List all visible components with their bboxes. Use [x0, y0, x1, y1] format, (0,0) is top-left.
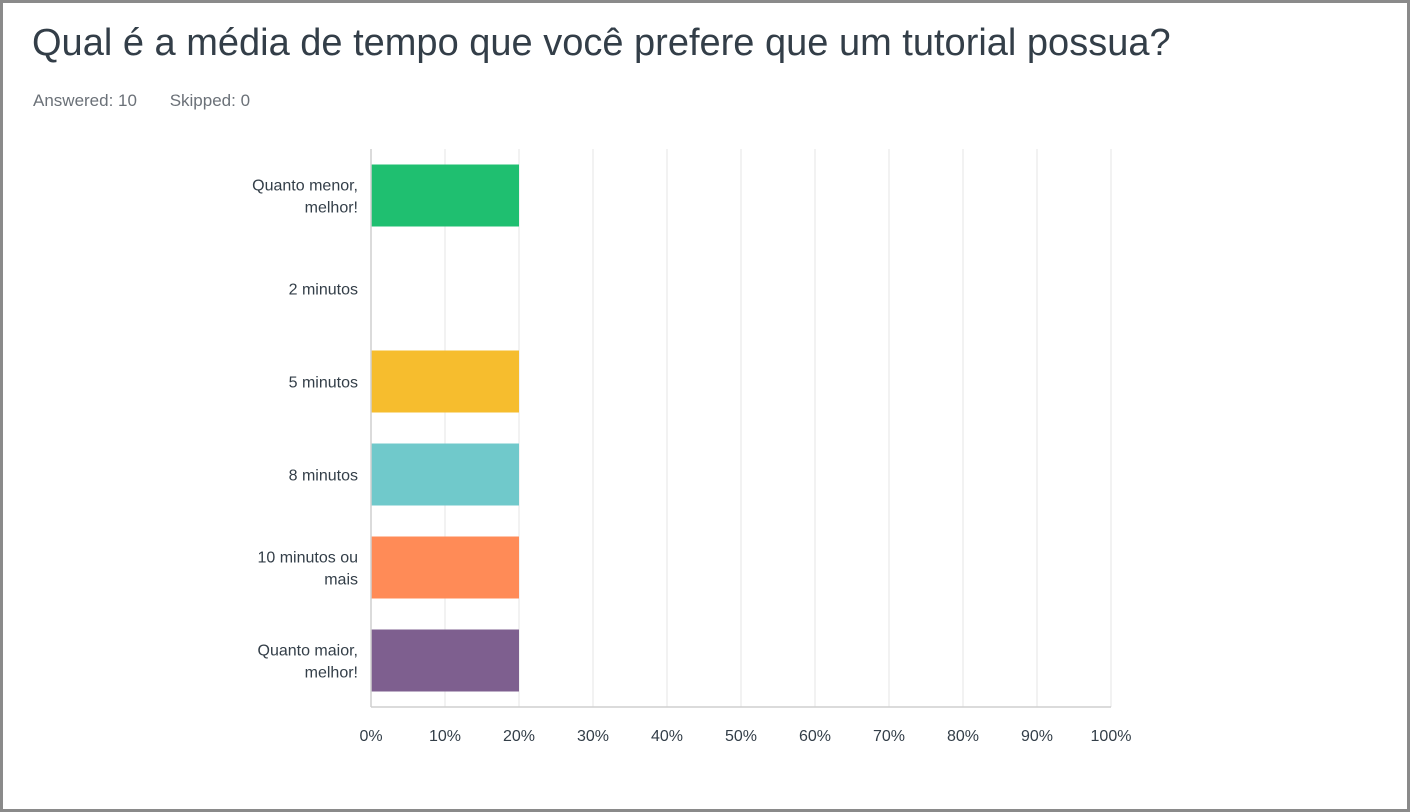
- category-label: 2 minutos: [289, 282, 358, 299]
- response-stats: Answered: 10 Skipped: 0: [33, 89, 278, 113]
- bar[interactable]: [371, 164, 519, 227]
- x-tick-label: 100%: [1091, 728, 1132, 745]
- x-tick-label: 50%: [725, 728, 757, 745]
- bar[interactable]: [371, 443, 519, 506]
- category-labels: Quanto menor, melhor! 2 minutos 5 minutos 8 …: [252, 178, 358, 682]
- x-tick-label: 30%: [577, 728, 609, 745]
- bar[interactable]: [371, 350, 519, 413]
- x-tick-label: 70%: [873, 728, 905, 745]
- x-tick-label: 0%: [359, 728, 382, 745]
- category-label: Quanto maior, melhor!: [258, 643, 359, 682]
- x-tick-label: 90%: [1021, 728, 1053, 745]
- category-label: Quanto menor, melhor!: [252, 178, 358, 217]
- x-tick-label: 40%: [651, 728, 683, 745]
- x-tick-label: 60%: [799, 728, 831, 745]
- category-label: 10 minutos ou mais: [257, 550, 358, 589]
- x-tick-label: 10%: [429, 728, 461, 745]
- category-label: 5 minutos: [289, 375, 358, 392]
- bar[interactable]: [371, 536, 519, 599]
- answered-count: Answered: 10: [33, 91, 137, 110]
- gridlines: [444, 149, 1112, 707]
- bar[interactable]: [371, 629, 519, 692]
- axes: [370, 149, 1111, 708]
- bars: [371, 164, 519, 692]
- skipped-count: Skipped: 0: [169, 91, 251, 110]
- question-title: Qual é a média de tempo que você prefere…: [32, 22, 1171, 64]
- tick-labels: 0% 10% 20% 30% 40% 50% 60% 70% 80% 90% 100%: [359, 728, 1131, 745]
- category-label: 8 minutos: [289, 468, 358, 485]
- x-tick-label: 80%: [947, 728, 979, 745]
- x-tick-label: 20%: [503, 728, 535, 745]
